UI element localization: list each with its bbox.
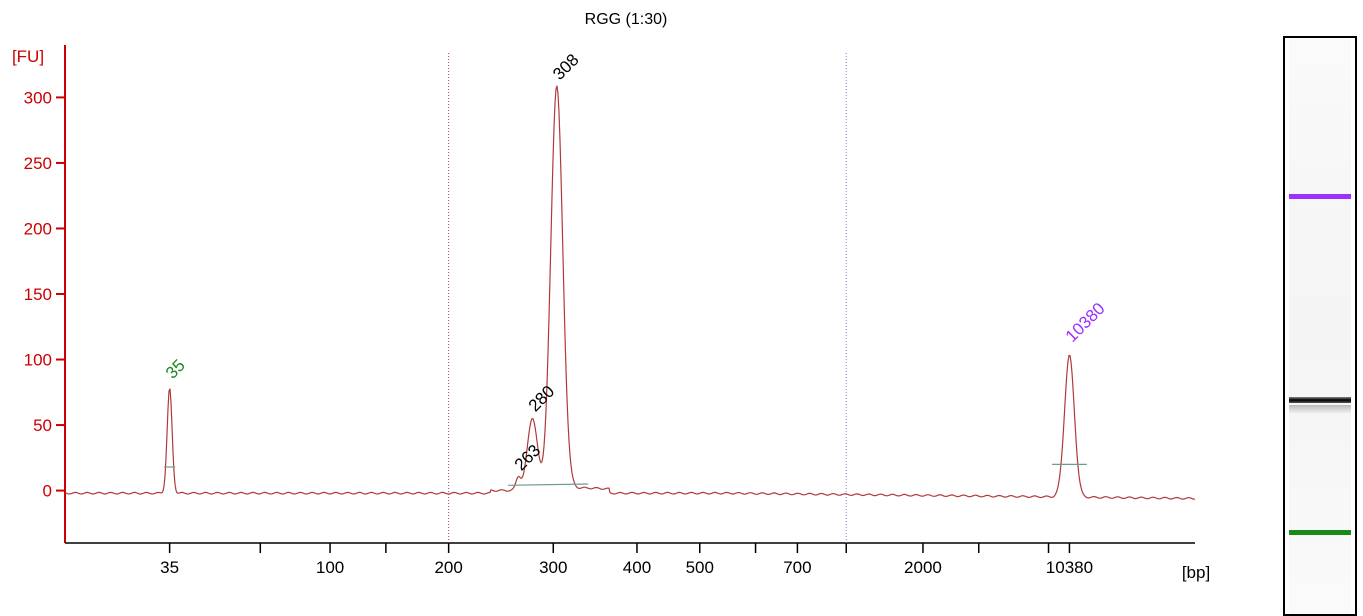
gel-band-main-shadow <box>1289 405 1351 413</box>
gel-band-upper-marker <box>1289 194 1351 199</box>
x-tick-label: 700 <box>783 558 811 577</box>
x-axis-label: [bp] <box>1182 563 1210 582</box>
gel-lane <box>1283 36 1357 616</box>
y-axis: 0 50 100 150 200 250 300 <box>24 45 66 543</box>
peak-label: 35 <box>162 356 189 383</box>
gel-band-lower-marker <box>1289 530 1351 535</box>
x-tick-label: 400 <box>623 558 651 577</box>
x-tick-label: 100 <box>316 558 344 577</box>
x-axis: 35 100 200 300 400 500 700 2000 10380 <box>65 542 1195 577</box>
y-tick-label: 0 <box>43 482 52 501</box>
signal-trace <box>64 85 1195 500</box>
y-tick-label: 300 <box>24 88 52 107</box>
x-tick-label: 35 <box>160 558 179 577</box>
y-tick-label: 200 <box>24 219 52 238</box>
y-tick-label: 50 <box>33 416 52 435</box>
peak-label: 263 <box>511 441 544 474</box>
electropherogram-chart: RGG (1:30) [FU] [bp] 050100150200250300 … <box>12 11 1210 582</box>
peak-labels: 35 263 280 308 10380 <box>162 50 1109 474</box>
x-tick-label: 10380 <box>1046 558 1093 577</box>
y-axis-label: [FU] <box>12 47 44 66</box>
peak-baseline <box>507 483 589 486</box>
y-tick-label: 150 <box>24 285 52 304</box>
peak-label: 280 <box>525 382 558 415</box>
trace-series <box>64 85 1195 500</box>
marker-lines <box>448 53 847 543</box>
x-tick-label: 2000 <box>904 558 942 577</box>
x-tick-label: 500 <box>686 558 714 577</box>
y-tick-label: 250 <box>24 154 52 173</box>
x-tick-label: 300 <box>539 558 567 577</box>
chart-title: RGG (1:30) <box>585 11 668 28</box>
peak-label: 10380 <box>1062 299 1109 346</box>
gel-lane-background <box>1289 38 1351 614</box>
gel-band-main <box>1289 397 1351 403</box>
y-tick-label: 100 <box>24 351 52 370</box>
x-tick-label: 200 <box>434 558 462 577</box>
peak-label: 308 <box>549 50 582 83</box>
